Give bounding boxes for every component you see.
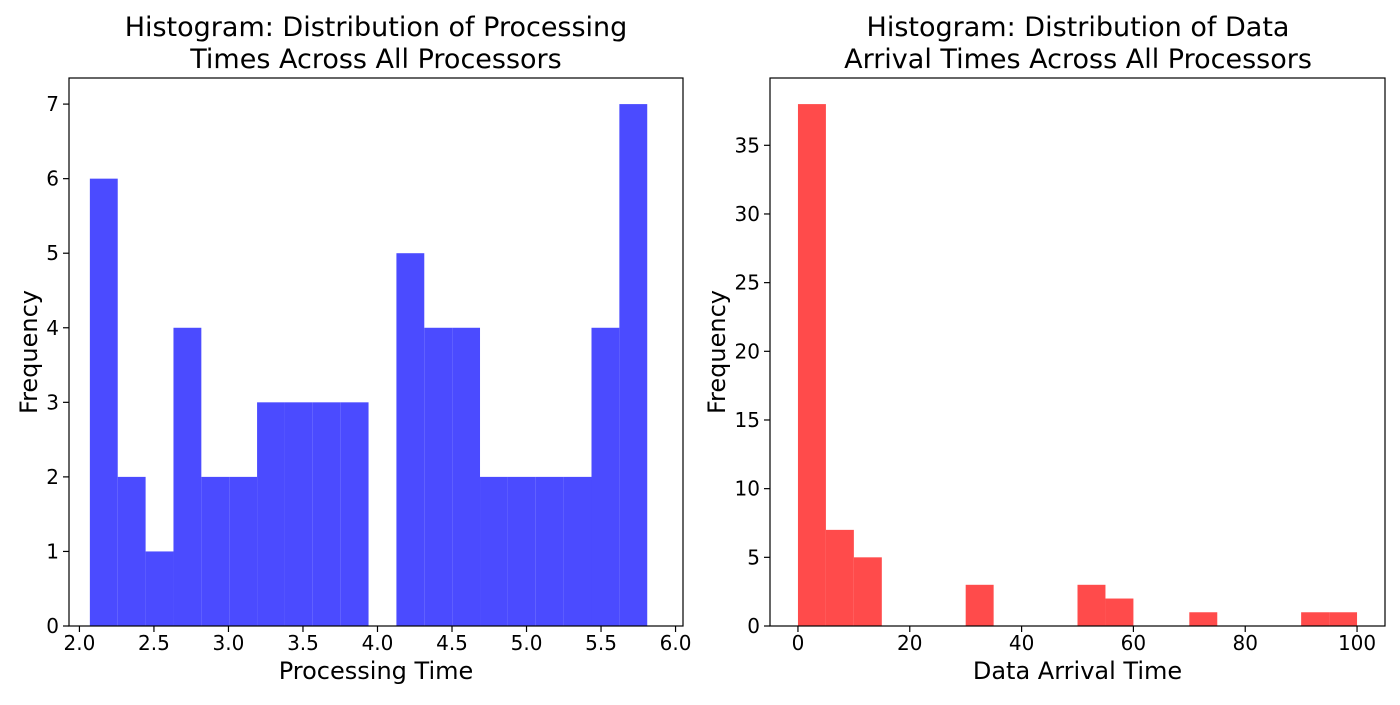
x-tick-label: 5.5 bbox=[585, 631, 617, 655]
histogram-bar bbox=[797, 104, 826, 627]
processing-time-histogram: 2.0 2.5 3.0 3.5 4.0 4.5 5.0 5.5 6.0 0 1 2 3 4 5 6 7 Histo… bbox=[15, 12, 691, 685]
chart-title-line: Arrival Times Across All Processors bbox=[844, 44, 1312, 75]
y-tick-label: 10 bbox=[735, 477, 760, 501]
y-axis-label: Frequency bbox=[15, 290, 43, 414]
histogram-bar bbox=[89, 178, 118, 626]
x-tick-label: 4.5 bbox=[436, 631, 468, 655]
y-axis-label: Frequency bbox=[703, 290, 731, 414]
y-tick-label: 25 bbox=[735, 271, 760, 295]
x-tick-label: 5.0 bbox=[511, 631, 543, 655]
histogram-bar bbox=[591, 327, 620, 626]
x-tick-label: 2.5 bbox=[138, 631, 170, 655]
x-tick-label: 3.0 bbox=[213, 631, 245, 655]
plot-frame bbox=[68, 77, 684, 627]
histogram-bar bbox=[452, 327, 481, 626]
chart-title-line: Histogram: Distribution of Processing bbox=[125, 12, 628, 43]
histogram-bar bbox=[1105, 598, 1134, 626]
histogram-bar bbox=[312, 402, 341, 626]
x-tick-label: 4.0 bbox=[362, 631, 394, 655]
histogram-bar bbox=[1077, 584, 1106, 626]
plot-frame bbox=[769, 77, 1386, 627]
histogram-bar bbox=[1329, 612, 1358, 626]
histogram-bar bbox=[1301, 612, 1330, 626]
y-tick-label: 2 bbox=[46, 465, 59, 489]
histogram-bar bbox=[535, 476, 564, 626]
y-tick-label: 0 bbox=[46, 614, 59, 638]
histogram-bar bbox=[619, 104, 648, 627]
x-tick-label: 60 bbox=[1121, 631, 1146, 655]
histogram-bar bbox=[853, 557, 882, 626]
histogram-bar bbox=[340, 402, 369, 626]
histogram-bar bbox=[563, 476, 592, 626]
x-tick-label: 80 bbox=[1233, 631, 1258, 655]
y-tick-label: 4 bbox=[46, 316, 59, 340]
x-tick-label: 0 bbox=[792, 631, 805, 655]
y-tick-label: 3 bbox=[46, 390, 59, 414]
histogram-bar bbox=[229, 476, 258, 626]
histogram-bar bbox=[965, 584, 994, 626]
histogram-bar bbox=[173, 327, 202, 626]
y-tick-label: 30 bbox=[735, 202, 760, 226]
histogram-bar bbox=[507, 476, 536, 626]
y-tick-label: 1 bbox=[46, 539, 59, 563]
y-tick-label: 35 bbox=[735, 133, 760, 157]
data-arrival-histogram: 0 20 40 60 80 100 0 5 10 15 20 25 30 35 Histogram: Dis… bbox=[703, 12, 1386, 685]
x-tick-label: 40 bbox=[1009, 631, 1034, 655]
histogram-bar bbox=[825, 529, 854, 626]
x-tick-label: 2.0 bbox=[64, 631, 96, 655]
y-tick-label: 5 bbox=[46, 241, 59, 265]
y-tick-label: 6 bbox=[46, 167, 59, 191]
chart-title-line: Histogram: Distribution of Data bbox=[867, 12, 1290, 43]
x-axis-label: Data Arrival Time bbox=[973, 657, 1182, 685]
y-tick-label: 20 bbox=[735, 339, 760, 363]
histogram-bar bbox=[257, 402, 285, 626]
x-tick-label: 3.5 bbox=[287, 631, 319, 655]
x-tick-label: 20 bbox=[897, 631, 922, 655]
histogram-bar bbox=[396, 253, 425, 627]
histogram-bar bbox=[480, 476, 508, 626]
y-tick-label: 5 bbox=[747, 545, 760, 569]
histogram-bar bbox=[145, 551, 174, 626]
y-tick-label: 0 bbox=[747, 614, 760, 638]
histogram-bar bbox=[284, 402, 313, 626]
x-tick-label: 100 bbox=[1338, 631, 1376, 655]
histogram-bar bbox=[201, 476, 230, 626]
y-tick-label: 15 bbox=[735, 408, 760, 432]
x-tick-label: 6.0 bbox=[660, 631, 692, 655]
chart-title-line: Times Across All Processors bbox=[189, 44, 561, 75]
histogram-bar bbox=[1189, 612, 1218, 626]
histogram-bar bbox=[424, 327, 453, 626]
x-axis-label: Processing Time bbox=[279, 657, 474, 685]
histogram-bar bbox=[117, 476, 146, 626]
y-tick-label: 7 bbox=[46, 92, 59, 116]
